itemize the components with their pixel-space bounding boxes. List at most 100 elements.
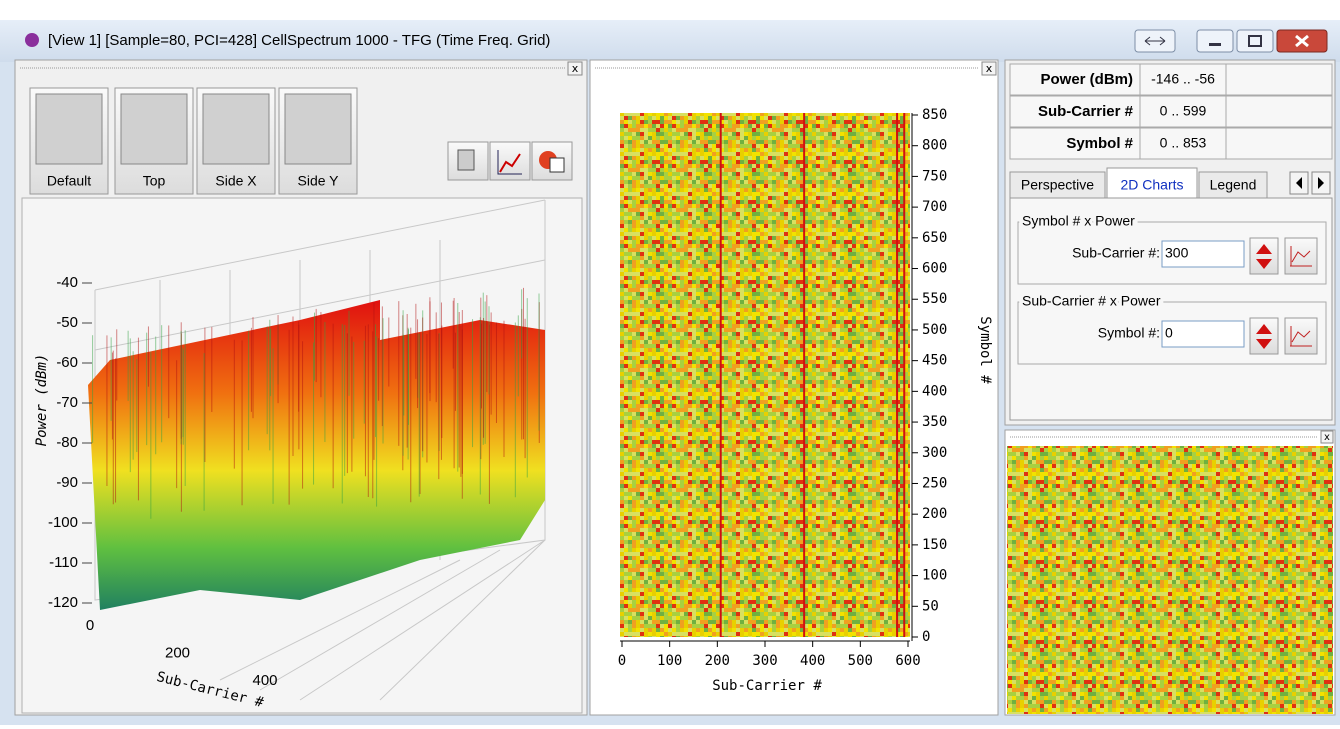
y-tick-label: 500	[922, 322, 947, 338]
table-cell	[1139, 95, 1227, 128]
x-tick-label: 500	[848, 653, 873, 669]
table-cell	[1225, 63, 1333, 96]
z-tick-label: -80	[56, 434, 78, 451]
tab[interactable]	[1009, 171, 1106, 200]
svg-text:x: x	[1324, 432, 1330, 443]
y-tick-label: 800	[922, 138, 947, 154]
view-button-icon	[120, 93, 188, 165]
y-tick-label: 300	[922, 445, 947, 461]
field-input[interactable]	[1161, 320, 1245, 348]
tab-label: Perspective	[1021, 177, 1094, 193]
chart-icon	[1290, 246, 1312, 267]
tab[interactable]	[1106, 167, 1198, 200]
y-tick-label: 100	[922, 568, 947, 584]
y-tick-label: 550	[922, 291, 947, 307]
panel-close[interactable]	[1320, 430, 1334, 444]
chart-button[interactable]	[1284, 317, 1318, 355]
table-header: Sub-Carrier #	[1038, 103, 1134, 120]
x-tick-label: 0	[618, 653, 626, 669]
svg-text:x: x	[572, 62, 579, 75]
x-tick-label: 200	[165, 644, 190, 661]
title-bar	[0, 20, 1340, 62]
tab-page	[1009, 197, 1333, 421]
group-box	[1017, 301, 1327, 365]
z-tick-label: -70	[56, 394, 78, 411]
y-tick-label: 850	[922, 107, 947, 123]
table-cell	[1009, 63, 1141, 96]
minimize-button[interactable]	[1196, 29, 1234, 53]
x-tick-label: 400	[800, 653, 825, 669]
group-title: Sub-Carrier # x Power	[1022, 293, 1161, 309]
group-box	[1017, 221, 1327, 285]
tab-label: Legend	[1210, 177, 1257, 193]
heatmap	[620, 113, 910, 637]
y-tick-label: 450	[922, 353, 947, 369]
tab[interactable]	[1198, 171, 1268, 200]
field-value: 300	[1165, 245, 1189, 261]
view-toolbar: Default Top Side X Side Y	[29, 87, 358, 195]
surface-mesh	[88, 300, 545, 610]
view-button-icon	[202, 93, 270, 165]
x-tick-label: 200	[705, 653, 730, 669]
window-title: [View 1] [Sample=80, PCI=428] CellSpectr…	[48, 32, 550, 49]
y-tick-label: 200	[922, 506, 947, 522]
table-header: Power (dBm)	[1040, 71, 1133, 88]
field-input[interactable]	[1161, 240, 1245, 268]
view-button-label: Top	[143, 173, 166, 189]
chart-icon	[1290, 326, 1312, 347]
view-button-label: Side X	[215, 173, 257, 189]
field-label: Sub-Carrier #:	[1072, 245, 1160, 261]
table-value: -146 .. -56	[1151, 71, 1215, 87]
group-title: Symbol # x Power	[1022, 213, 1135, 229]
y-tick-label: 400	[922, 383, 947, 399]
z-tick-label: -110	[49, 554, 78, 571]
z-tick-label: -50	[56, 314, 78, 331]
table-cell	[1009, 127, 1141, 160]
y-tick-label: 750	[922, 168, 947, 184]
y-axis-label: Symbol #	[977, 316, 993, 384]
table-header: Symbol #	[1066, 135, 1133, 152]
field-label: Symbol #:	[1098, 325, 1160, 341]
y-tick-label: 700	[922, 199, 947, 215]
view-button-label: Default	[47, 173, 91, 189]
mini-heatmap	[1007, 446, 1333, 714]
app-icon	[25, 33, 39, 47]
z-axis-label: Power (dBm)	[34, 354, 50, 447]
table-cell	[1139, 63, 1227, 96]
tab-label: 2D Charts	[1120, 177, 1183, 193]
table-value: 0 .. 853	[1160, 135, 1207, 151]
x-tick-label: 100	[657, 653, 682, 669]
x-tick-label: 0	[86, 617, 94, 634]
z-tick-label: -100	[48, 514, 78, 531]
panel-close[interactable]	[567, 61, 583, 76]
z-tick-label: -90	[56, 474, 78, 491]
table-cell	[1225, 127, 1333, 160]
z-tick-label: -40	[56, 274, 78, 291]
z-tick-label: -120	[48, 594, 78, 611]
view-button-icon	[284, 93, 352, 165]
spin-arrows	[1256, 324, 1272, 349]
spin-arrows	[1256, 244, 1272, 269]
field-value: 0	[1165, 325, 1173, 341]
y-tick-label: 250	[922, 475, 947, 491]
panel-close[interactable]	[981, 61, 997, 76]
y-tick-label: 650	[922, 230, 947, 246]
view-button-icon	[35, 93, 103, 165]
y-tick-label: 0	[922, 629, 930, 645]
x-axis-label: Sub-Carrier #	[712, 678, 822, 694]
x-tick-label: 400	[252, 672, 277, 689]
y-tick-label: 50	[922, 598, 939, 614]
surface-plot: -40 -50 -60 -70 -80 -90 -100 -110 -120 0 200 400 Pow…	[34, 199, 546, 711]
x-tick-label: 600	[895, 653, 920, 669]
table-cell	[1225, 95, 1333, 128]
y-tick-label: 600	[922, 261, 947, 277]
maximize-button[interactable]	[1236, 29, 1274, 53]
chart-button[interactable]	[1284, 237, 1318, 275]
view-button-label: Side Y	[298, 173, 340, 189]
table-cell	[1139, 127, 1227, 160]
y-tick-label: 350	[922, 414, 947, 430]
z-tick-label: -60	[56, 354, 78, 371]
svg-text:x: x	[986, 62, 993, 75]
table-value: 0 .. 599	[1160, 103, 1207, 119]
